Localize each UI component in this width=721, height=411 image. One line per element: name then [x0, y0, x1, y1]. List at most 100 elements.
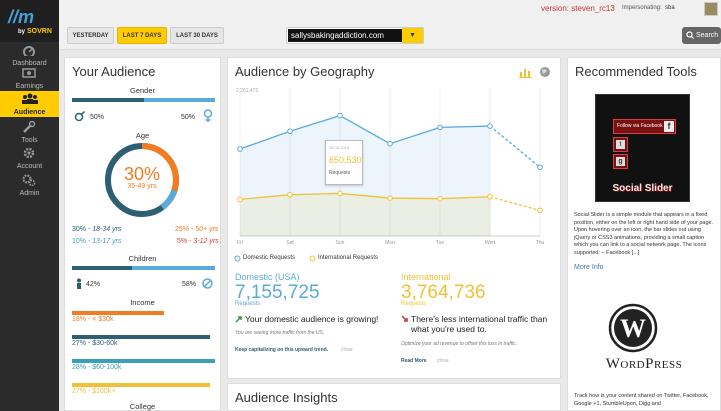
last-7-days-button[interactable]: LAST 7 DAYS [117, 27, 167, 44]
nav-account[interactable]: Account [0, 145, 59, 171]
income-bar [72, 335, 210, 339]
nav-label: Dashboard [12, 60, 47, 67]
globe-icon[interactable] [539, 66, 551, 78]
nav-admin[interactable]: Admin [0, 172, 59, 198]
bar-chart-icon[interactable] [519, 67, 532, 78]
arrow-down-icon [401, 315, 408, 322]
avatar[interactable] [704, 2, 718, 16]
version-label: version: steven_rc13 [541, 4, 615, 13]
x-tick-label: Fri [237, 240, 243, 246]
no-children-icon [202, 278, 213, 289]
nav-dashboard[interactable]: Dashboard [0, 42, 59, 68]
impersonating-user: sba [665, 5, 675, 11]
site-select-value: sallysbakingaddiction.com [288, 29, 402, 42]
wrench-icon [23, 121, 36, 133]
arrow-up-icon [235, 316, 242, 323]
children-no-pct: 58% [182, 281, 197, 288]
insights-panel: Audience Insights [227, 383, 561, 411]
dashboard-icon [23, 46, 35, 56]
international-label: International [401, 272, 451, 282]
female-bar [144, 98, 215, 102]
income-bar [72, 383, 210, 387]
data-point[interactable] [537, 207, 543, 214]
series-area [240, 193, 490, 236]
site-select[interactable]: sallysbakingaddiction.com ▼ [286, 27, 424, 44]
data-point[interactable] [437, 195, 443, 202]
tooltip-date: 05.03.2015 [329, 145, 350, 150]
x-tick-label: Sun [336, 240, 345, 246]
wordpress-description: Track how is your content shared on Twit… [574, 393, 709, 407]
data-point[interactable] [487, 123, 493, 129]
domestic-link[interactable]: Keep capitalizing on this upward trend. [235, 347, 329, 353]
domestic-unit: Requests [235, 301, 261, 307]
data-point[interactable] [537, 164, 543, 171]
children-yes-pct: 42% [86, 281, 101, 288]
nav-earnings[interactable]: Earnings [0, 65, 59, 91]
slider-name: Social Slider [612, 183, 673, 194]
female-icon [203, 109, 213, 122]
chevron-down-icon[interactable]: ▼ [402, 28, 423, 43]
nav-label: Audience [13, 109, 46, 116]
data-point[interactable] [337, 190, 343, 197]
data-point[interactable] [237, 196, 243, 203]
last-30-days-button[interactable]: LAST 30 DAYS [170, 27, 224, 44]
svg-text:W: W [620, 314, 646, 343]
geo-chart: Fri Sat Sun Mon Tue Wed Thu [228, 58, 562, 258]
series-area [240, 115, 490, 236]
age-primary-range: 35-49 yrs [127, 183, 157, 190]
geo-chart-svg: Fri Sat Sun Mon Tue Wed Thu [237, 88, 545, 246]
top-bar: YESTERDAY LAST 7 DAYS LAST 30 DAYS sally… [59, 0, 721, 50]
legend-domestic-swatch [234, 255, 241, 262]
data-point[interactable] [487, 193, 493, 200]
search-button[interactable]: Search [682, 27, 721, 44]
legend-international[interactable]: International Requests [318, 255, 379, 261]
age-primary-pct: 30% [123, 164, 161, 184]
data-point[interactable] [287, 191, 293, 198]
svg-text:SOVRN: SOVRN [27, 28, 52, 35]
international-read-more[interactable]: Read More [401, 358, 427, 364]
data-point[interactable] [437, 124, 443, 131]
svg-text:by: by [18, 29, 26, 35]
geography-panel: Audience by Geography 2,261,475 Fri Sat Su… [227, 57, 561, 379]
twitter-box: t [613, 137, 628, 152]
age-donut [105, 143, 179, 217]
international-close[interactable]: close [437, 358, 449, 364]
series-projection [489, 196, 541, 212]
data-point[interactable] [387, 140, 393, 147]
nav-label: Admin [19, 190, 40, 197]
domestic-close[interactable]: close [341, 347, 353, 353]
income-bar [72, 359, 215, 363]
panel-title: Your Audience [72, 64, 156, 79]
income-bar [72, 311, 164, 315]
social-slider-image[interactable]: Follow via Facebook f t g Social Slider [595, 94, 690, 202]
data-point[interactable] [287, 128, 293, 135]
nav-audience[interactable]: Audience [0, 91, 59, 117]
domestic-value: 7,155,725 [235, 282, 320, 303]
yesterday-button[interactable]: YESTERDAY [67, 27, 114, 44]
more-info-link[interactable]: More Info [574, 264, 604, 271]
wordpress-icon: W [608, 303, 658, 353]
x-tick-label: Thu [536, 240, 545, 246]
tools-panel: Recommended Tools Follow via Facebook f … [567, 57, 721, 411]
age-right-0: 25% - 50+ yrs [175, 226, 219, 233]
audience-panel: Your Audience Gender 50% 50% Age 30% 35-… [64, 57, 221, 411]
data-point[interactable] [387, 195, 393, 201]
facebook-icon: f [664, 121, 674, 132]
legend-domestic[interactable]: Domestic Requests [243, 255, 296, 261]
gears-icon [22, 174, 36, 186]
nav-label: Account [16, 163, 43, 170]
international-subtext: Optimize your ad revenue to offset this … [401, 341, 518, 347]
search-icon [686, 31, 694, 39]
logo[interactable]: //m by SOVRN [0, 0, 59, 42]
gear-icon [23, 147, 35, 159]
x-tick-label: Mon [385, 240, 395, 246]
international-unit: Requests [401, 301, 427, 307]
data-point[interactable] [337, 112, 343, 119]
nav-tools[interactable]: Tools [0, 119, 59, 145]
y-axis-top-label: 2,261,475 [236, 88, 259, 94]
domestic-label: Domestic (USA) [235, 272, 300, 282]
data-point[interactable] [237, 146, 243, 152]
panel-title: Audience Insights [235, 390, 338, 405]
svg-text://m: //m [7, 7, 34, 27]
google-icon: g [616, 157, 625, 166]
